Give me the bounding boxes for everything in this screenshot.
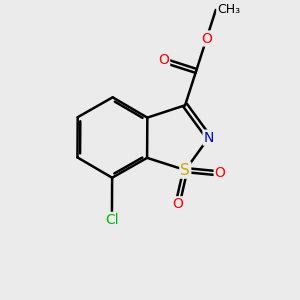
Text: O: O xyxy=(215,167,226,180)
Text: N: N xyxy=(204,130,214,145)
Text: O: O xyxy=(201,32,212,46)
Text: Cl: Cl xyxy=(105,213,119,227)
Text: S: S xyxy=(180,163,190,178)
Text: O: O xyxy=(158,53,169,68)
Text: CH₃: CH₃ xyxy=(217,3,240,16)
Text: O: O xyxy=(172,197,183,211)
